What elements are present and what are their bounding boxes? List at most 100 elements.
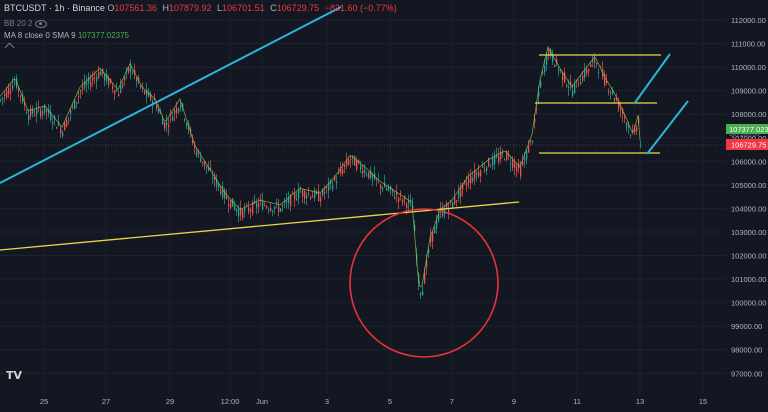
candle-body [256,203,258,208]
candle-body [166,122,168,126]
candle-body [284,200,286,203]
candle-body [636,127,638,131]
candle-body [460,186,462,197]
candle-body [218,184,220,188]
candle-body [348,160,350,165]
candle-body [52,122,54,124]
candle-body [254,200,256,203]
candle-body [30,108,32,116]
red-circle-annotation [349,208,499,358]
candle-body [28,115,30,120]
candle-body [268,209,270,211]
candle-body [350,159,352,161]
candle-body [338,172,340,174]
ma-indicator-label[interactable]: MA 8 close 0 SMA 9 [4,31,76,40]
candle-body [150,93,152,100]
symbol-title[interactable]: BTCUSDT · 1h · Binance [4,3,105,13]
candle-body [596,63,598,64]
candle-body [472,178,474,182]
candle-body [314,189,316,199]
candle-body [84,81,86,88]
candle-body [232,198,234,207]
candle-body [22,94,24,103]
candle-body [496,155,498,157]
ma-indicator-value: 107377.02375 [77,31,129,40]
bb-indicator-legend[interactable]: BB 20 2 [4,19,48,28]
ma-indicator-legend[interactable]: MA 8 close 0 SMA 9 107377.02375 [4,31,129,40]
candle-body [436,221,438,229]
candle-body [428,249,430,253]
price-tick-label: 111000.00 [731,40,765,49]
candle-body [48,108,50,114]
candle-body [516,166,518,171]
candle-body [114,90,116,94]
candle-body [354,156,356,166]
candle-body [340,168,342,174]
candle-body [608,91,610,93]
candle-body [300,191,302,193]
candle-body [376,178,378,180]
price-tick-label: 110000.00 [731,63,766,72]
candle-body [422,291,424,296]
candle-body [584,68,586,78]
candle-body [100,71,102,76]
price-tick-label: 107000.00 [731,134,766,143]
candle-body [640,144,642,146]
candle-body [328,182,330,191]
candle-body [308,193,310,194]
candle-body [628,125,630,128]
candle-body [132,72,134,74]
candle-body [388,188,390,191]
time-axis: 25 27 29 12:00 Jun 3 5 7 9 11 13 15 [0,394,768,412]
candle-body [134,70,136,74]
candle-body [356,160,358,170]
candle-body [174,110,176,114]
candle-body [484,169,486,171]
candle-body [156,105,158,109]
candle-body [620,108,622,110]
candle-body [380,184,382,189]
last-price-label-bg [726,139,768,150]
symbol-legend[interactable]: BTCUSDT · 1h · Binance O107561.36 H10787… [4,3,400,13]
candle-body [120,85,122,94]
candle-body [438,214,440,221]
candle-body [276,202,278,204]
eye-hidden-icon[interactable] [35,19,48,28]
candle-body [394,196,396,199]
candle-body [320,197,322,202]
candle-body [528,145,530,153]
candle-body [590,63,592,68]
tradingview-logo: TV [6,369,23,382]
candle-body [342,169,344,174]
bb-indicator-label[interactable]: BB 20 2 [4,19,33,28]
candle-body [368,172,370,178]
time-tick-label: 13 [636,397,644,406]
candle-body [494,155,496,164]
candle-body [498,156,500,162]
price-tick-label: 102000.00 [731,252,766,261]
candle-body [504,159,506,161]
candle-body [550,49,552,57]
candle-body [458,191,460,198]
candle-body [600,66,602,68]
change-value: −831.60 (−0.77%) [324,3,397,13]
cyan-channel-upper [633,53,671,105]
price-tick-label: 106000.00 [731,157,766,166]
candle-body [288,197,290,204]
candle-body [272,210,274,212]
candle-body [116,90,118,92]
candle-body [432,231,434,242]
candle-body [306,195,308,198]
candle-body [526,150,528,160]
candle-body [26,112,28,114]
time-tick-label: 5 [388,397,392,406]
candle-body [20,95,22,97]
candle-body [242,209,244,218]
candle-body [14,81,16,84]
candle-body [546,54,548,65]
candle-body [294,193,296,200]
candle-body [264,204,266,206]
candle-body [592,59,594,62]
candle-body [240,207,242,216]
